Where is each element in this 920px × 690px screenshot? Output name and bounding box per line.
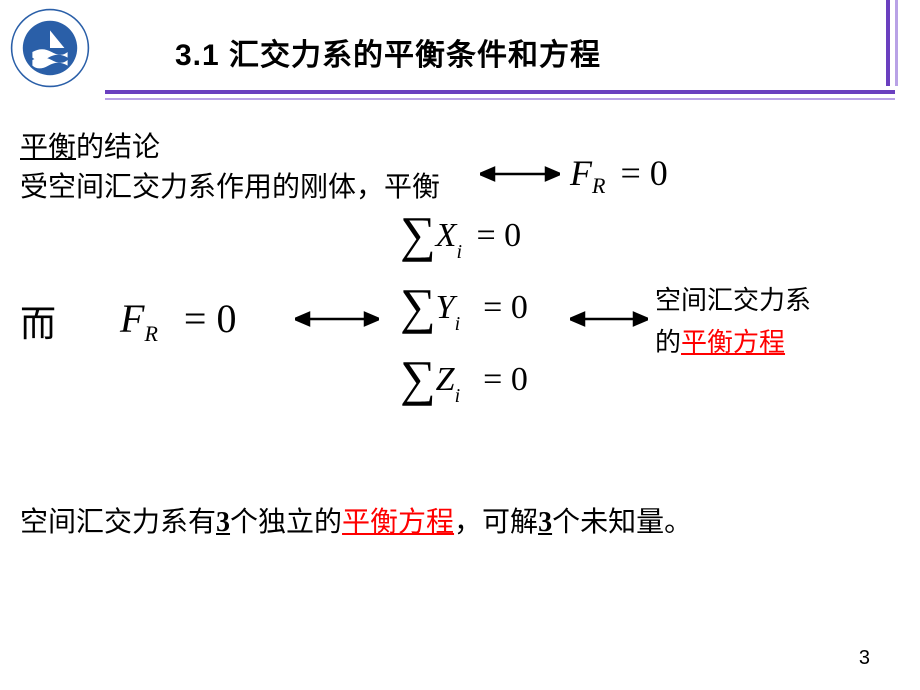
header-accent-line-1 bbox=[886, 0, 890, 86]
conclusion-underline: 平衡 bbox=[20, 132, 76, 163]
equation-fr-zero-top: FR = 0 bbox=[570, 152, 674, 199]
equation-sum-x: ∑Xi = 0 bbox=[400, 200, 534, 272]
equation-fr-zero-left: FR = 0 bbox=[120, 295, 242, 347]
red-underline-1: 平衡方程 bbox=[681, 328, 785, 357]
word-er: 而 bbox=[20, 295, 56, 347]
university-logo bbox=[10, 8, 90, 88]
equilibrium-equation-label: 空间汇交力系 的平衡方程 bbox=[655, 280, 811, 364]
sigma-equations-block: ∑Xi = 0 ∑Yi = 0 ∑Zi = 0 bbox=[400, 200, 534, 416]
equation-sum-y: ∑Yi = 0 bbox=[400, 272, 534, 344]
double-arrow-1 bbox=[480, 162, 560, 186]
page-number: 3 bbox=[859, 647, 870, 670]
statement-line: 受空间汇交力系作用的刚体，平衡 bbox=[20, 165, 440, 205]
slide-title: 3.1 汇交力系的平衡条件和方程 bbox=[175, 30, 601, 74]
header-divider-2 bbox=[105, 98, 895, 100]
bottom-statement: 空间汇交力系有3个独立的平衡方程，可解3个未知量。 bbox=[20, 500, 692, 540]
slide-header: 3.1 汇交力系的平衡条件和方程 bbox=[0, 0, 920, 110]
conclusion-heading: 平衡的结论 bbox=[20, 125, 160, 165]
header-divider-1 bbox=[105, 90, 895, 94]
double-arrow-3 bbox=[570, 307, 648, 331]
header-accent-line-2 bbox=[895, 0, 898, 86]
equation-sum-z: ∑Zi = 0 bbox=[400, 344, 534, 416]
red-underline-2: 平衡方程 bbox=[342, 507, 454, 538]
double-arrow-2 bbox=[295, 307, 379, 331]
